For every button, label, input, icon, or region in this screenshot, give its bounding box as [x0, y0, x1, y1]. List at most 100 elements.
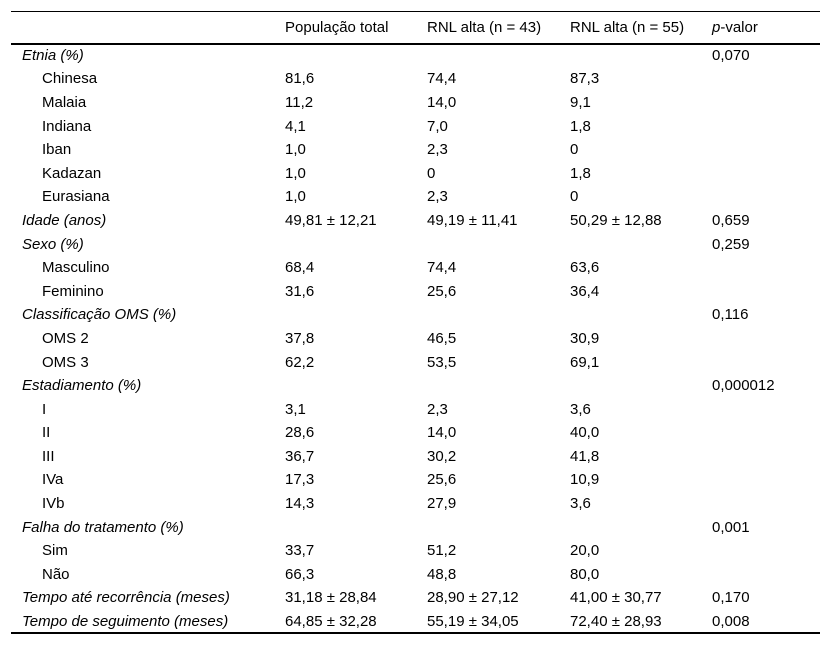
cell-p-valor: [712, 279, 820, 303]
cell-rnl-alta-43: 25,6: [427, 282, 457, 300]
cell-rnl-alta-55: 41,8: [570, 447, 600, 465]
cell-p-valor: [712, 397, 820, 421]
cell-populacao-total: 33,7: [285, 542, 315, 560]
column-header-populacao-total: População total: [285, 11, 427, 45]
cell-p-valor: [712, 67, 820, 91]
cell-p-valor: 0,070: [712, 47, 750, 65]
table-row: I 3,1 2,3 3,6: [11, 397, 820, 421]
cell-p-valor: [712, 114, 820, 138]
cell-rnl-alta-43: 46,5: [427, 329, 457, 347]
cell-p-valor: [712, 91, 820, 115]
p-valor-italic-p: p: [712, 18, 721, 36]
row-label: IVb: [42, 495, 65, 513]
cell-rnl-alta-43: 30,2: [427, 447, 457, 465]
cell-p-valor: 0,659: [712, 211, 750, 229]
cell-p-valor: [712, 327, 820, 351]
cell-rnl-alta-55: 0: [570, 141, 579, 159]
row-label: Chinesa: [42, 70, 98, 88]
cell-rnl-alta-55: [570, 374, 712, 398]
row-label: OMS 2: [42, 329, 89, 347]
cell-populacao-total: 1,0: [285, 141, 306, 159]
cell-rnl-alta-43: 55,19 ± 34,05: [427, 612, 519, 630]
cell-rnl-alta-43: [427, 232, 570, 256]
cell-populacao-total: 62,2: [285, 353, 315, 371]
cell-populacao-total: 31,18 ± 28,84: [285, 589, 377, 607]
cell-p-valor: [712, 161, 820, 185]
cell-populacao-total: 64,85 ± 32,28: [285, 612, 377, 630]
cell-p-valor: [712, 421, 820, 445]
cell-p-valor: 0,008: [712, 612, 750, 630]
cell-rnl-alta-43: [427, 515, 570, 539]
table-row: Estadiamento (%) 0,000012: [11, 374, 820, 398]
table-row: OMS 3 62,2 53,5 69,1: [11, 350, 820, 374]
table-row: Classificação OMS (%) 0,116: [11, 303, 820, 327]
row-label: Tempo até recorrência (meses): [22, 589, 230, 607]
cell-rnl-alta-43: 14,0: [427, 424, 457, 442]
cell-rnl-alta-43: 27,9: [427, 495, 457, 513]
cell-populacao-total: 1,0: [285, 188, 306, 206]
table-row: Não 66,3 48,8 80,0: [11, 563, 820, 587]
cell-rnl-alta-55: 41,00 ± 30,77: [570, 589, 662, 607]
cell-p-valor: [712, 138, 820, 162]
cell-rnl-alta-43: 74,4: [427, 70, 457, 88]
cell-rnl-alta-43: 25,6: [427, 471, 457, 489]
cell-p-valor: [712, 492, 820, 516]
cell-rnl-alta-55: [570, 515, 712, 539]
cell-rnl-alta-43: 51,2: [427, 542, 457, 560]
table-row: Chinesa 81,6 74,4 87,3: [11, 67, 820, 91]
cell-rnl-alta-43: [427, 303, 570, 327]
cell-populacao-total: 28,6: [285, 424, 315, 442]
cell-rnl-alta-43: 0: [427, 164, 436, 182]
cell-rnl-alta-55: 63,6: [570, 259, 600, 277]
cell-p-valor: 0,259: [712, 235, 750, 253]
row-label: Estadiamento (%): [22, 377, 142, 395]
cell-populacao-total: 81,6: [285, 70, 315, 88]
cell-populacao-total: 11,2: [285, 93, 314, 111]
table-row: Tempo até recorrência (meses) 31,18 ± 28,…: [11, 586, 820, 610]
row-label: I: [42, 400, 47, 418]
cell-p-valor: 0,116: [712, 306, 749, 324]
cell-p-valor: 0,001: [712, 518, 750, 536]
row-label: Tempo de seguimento (meses): [22, 612, 229, 630]
table-row: Falha do tratamento (%) 0,001: [11, 515, 820, 539]
cell-rnl-alta-55: [570, 232, 712, 256]
table-row: Sexo (%) 0,259: [11, 232, 820, 256]
cell-p-valor: 0,170: [712, 589, 750, 607]
cell-rnl-alta-43: 74,4: [427, 259, 457, 277]
table-row: II 28,6 14,0 40,0: [11, 421, 820, 445]
cell-rnl-alta-55: 36,4: [570, 282, 600, 300]
cell-rnl-alta-43: 2,3: [427, 400, 448, 418]
cell-rnl-alta-43: 49,19 ± 11,41: [427, 211, 518, 229]
row-label: Iban: [42, 141, 72, 159]
cell-rnl-alta-43: 2,3: [427, 141, 448, 159]
row-label: Masculino: [42, 259, 110, 277]
cell-p-valor: [712, 539, 820, 563]
row-label: Etnia (%): [22, 47, 84, 65]
cell-rnl-alta-55: 1,8: [570, 164, 591, 182]
column-header-rnl-alta-55: RNL alta (n = 55): [570, 11, 712, 45]
row-label: Não: [42, 565, 70, 583]
table-row: Masculino 68,4 74,4 63,6: [11, 256, 820, 280]
cell-p-valor: [712, 445, 820, 469]
cell-populacao-total: 4,1: [285, 117, 306, 135]
table-row: Eurasiana 1,0 2,3 0: [11, 185, 820, 209]
cell-populacao-total: 68,4: [285, 259, 315, 277]
cell-populacao-total: 31,6: [285, 282, 315, 300]
row-label: Indiana: [42, 117, 92, 135]
cell-rnl-alta-55: 69,1: [570, 353, 600, 371]
column-header-rnl-alta-43: RNL alta (n = 43): [427, 11, 570, 45]
cell-p-valor: [712, 468, 820, 492]
cell-rnl-alta-55: 0: [570, 188, 579, 206]
header-row: População total RNL alta (n = 43) RNL al…: [11, 11, 820, 45]
row-label: IVa: [42, 471, 64, 489]
statistics-table: População total RNL alta (n = 43) RNL al…: [11, 11, 820, 635]
table-row: Idade (anos) 49,81 ± 12,21 49,19 ± 11,41 50…: [11, 209, 820, 233]
row-label: III: [42, 447, 55, 465]
row-label: Sim: [42, 542, 68, 560]
cell-rnl-alta-55: 50,29 ± 12,88: [570, 211, 662, 229]
row-label: OMS 3: [42, 353, 89, 371]
cell-populacao-total: 66,3: [285, 565, 315, 583]
table-row: OMS 2 37,8 46,5 30,9: [11, 327, 820, 351]
row-label: Sexo (%): [22, 235, 84, 253]
table-row: Kadazan 1,0 0 1,8: [11, 161, 820, 185]
